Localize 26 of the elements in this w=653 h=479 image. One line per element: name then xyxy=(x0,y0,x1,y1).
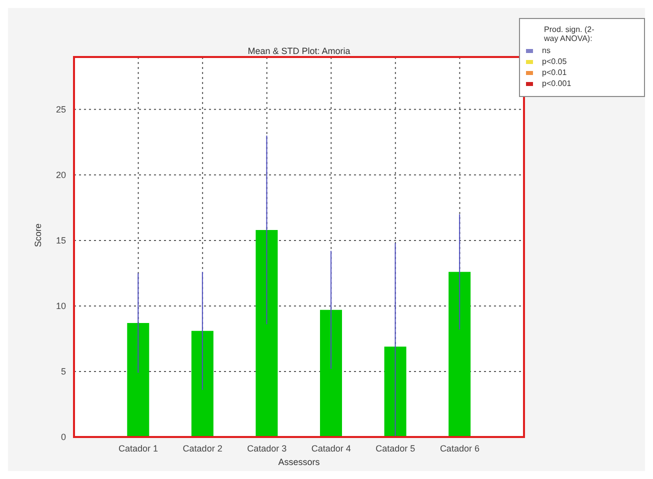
x-tick-label: Catador 4 xyxy=(311,443,351,454)
y-tick-label: 0 xyxy=(60,432,66,442)
bar xyxy=(320,310,342,437)
bar xyxy=(448,272,471,437)
x-tick-label: Catador 2 xyxy=(182,443,222,454)
x-tick-label: Catador 5 xyxy=(376,443,416,454)
x-tick-label: Catador 1 xyxy=(118,443,158,454)
y-tick-label: 20 xyxy=(56,170,66,180)
y-tick-label: 10 xyxy=(56,301,66,312)
y-axis-title: Score xyxy=(33,223,44,247)
x-tick-label: Catador 6 xyxy=(440,443,480,454)
bar xyxy=(256,230,278,437)
legend-label: p<0.001 xyxy=(542,79,572,88)
legend-label: ns xyxy=(542,46,550,55)
legend-label: p<0.05 xyxy=(542,57,567,66)
x-axis-title: Assessors xyxy=(278,457,320,467)
bar xyxy=(127,323,150,437)
legend-title: Prod. sign. (2-way ANOVA): xyxy=(543,25,596,43)
bar xyxy=(384,346,406,437)
bar xyxy=(191,330,214,437)
chart-title: Mean & STD Plot: Amoria xyxy=(246,46,352,56)
x-tick-label: Catador 3 xyxy=(247,443,287,454)
y-tick-label: 15 xyxy=(56,236,66,246)
y-tick-label: 5 xyxy=(60,366,66,377)
legend-label: p<0.01 xyxy=(542,68,567,77)
y-tick-label: 25 xyxy=(56,104,66,115)
